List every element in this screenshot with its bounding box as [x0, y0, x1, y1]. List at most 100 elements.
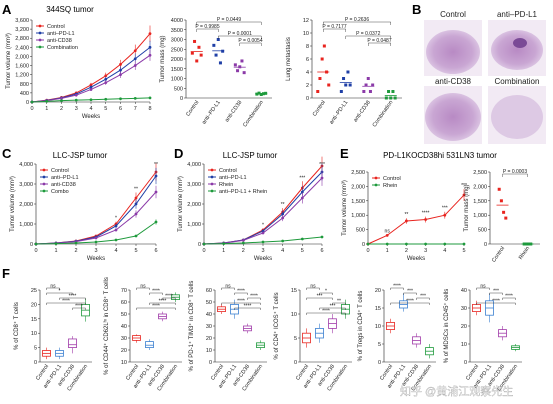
x-tick-label: 7: [134, 106, 137, 112]
significance-bracket: [234, 307, 261, 310]
data-point: [499, 199, 503, 203]
y-tick-label: 2,000: [15, 54, 29, 60]
panel-c-title: LLC-JSP tumor: [53, 151, 108, 160]
data-point: [320, 57, 324, 61]
data-point: [242, 71, 246, 75]
significance-bracket: [319, 292, 333, 295]
x-category-label: anti–PD-L1: [201, 100, 222, 126]
y-tick-label: 500: [356, 228, 365, 234]
significance-bracket: [59, 297, 86, 300]
significance-bracket: [332, 302, 346, 305]
y-tick-label: 2,000: [473, 184, 487, 190]
data-point: [384, 96, 388, 100]
data-point: [236, 69, 240, 73]
significance-bracket: [502, 173, 528, 177]
y-tick-label: 20: [206, 336, 212, 342]
box: [68, 338, 77, 348]
significance-bracket: [196, 28, 219, 32]
data-point: [241, 239, 245, 242]
panel-letter-d: D: [174, 146, 183, 161]
x-tick-label: 1: [54, 248, 57, 254]
y-axis-label: Tumor mass (mg): [464, 184, 470, 231]
data-point: [443, 242, 447, 246]
data-point: [462, 193, 466, 197]
data-point: [320, 176, 324, 180]
data-point: [214, 53, 218, 57]
data-point: [389, 96, 393, 100]
y-axis-label: Tumor volume (mm³): [342, 180, 348, 236]
legend-marker: [42, 168, 46, 172]
data-point: [261, 231, 265, 235]
data-point: [327, 83, 331, 87]
significance-label: **: [337, 299, 341, 305]
legend-marker: [210, 168, 214, 172]
data-point: [316, 90, 320, 93]
y-tick-label: 10: [121, 360, 127, 366]
x-tick-label: 1: [386, 248, 389, 254]
significance-label: P = 0.0003: [503, 169, 527, 175]
y-tick-label: 10: [291, 312, 297, 318]
legend-marker: [42, 175, 46, 179]
significance-bracket: [72, 307, 86, 310]
significance-label: **: [404, 212, 408, 218]
data-point: [89, 88, 93, 91]
significance-bracket: [390, 287, 404, 290]
x-tick-label: 0: [366, 248, 369, 254]
y-tick-label: 1,000: [19, 222, 33, 228]
y-tick-label: 1,000: [473, 213, 487, 219]
y-tick-label: 1,200: [15, 73, 29, 79]
y-tick-label: 8: [306, 44, 309, 50]
data-point: [134, 234, 138, 238]
series-line: [31, 54, 151, 103]
significance-label: ****: [393, 284, 401, 290]
significance-label: P = 0.9985: [195, 24, 219, 30]
y-tick-label: 0: [30, 242, 33, 248]
x-tick-label: 3: [424, 248, 427, 254]
data-point: [94, 236, 98, 240]
data-point: [322, 44, 326, 48]
y-axis-label: Tumor volume (mm³): [10, 176, 16, 232]
x-tick-label: 6: [119, 106, 122, 112]
data-point: [385, 233, 389, 237]
y-tick-label: 30: [206, 324, 212, 330]
significance-label: ****: [422, 211, 430, 217]
significance-label: ***: [493, 289, 499, 295]
y-tick-label: 15: [31, 317, 37, 323]
data-point: [300, 237, 304, 241]
y-tick-label: 3,000: [19, 182, 33, 188]
data-point: [94, 240, 98, 244]
panel-d-title: LLC-JSP tumor: [223, 151, 278, 160]
significance-bracket: [323, 28, 346, 32]
y-tick-label: 800: [20, 82, 29, 88]
data-point: [261, 240, 265, 244]
significance-bracket: [476, 302, 516, 305]
significance-label: ****: [492, 299, 500, 305]
x-tick-label: 2: [74, 248, 77, 254]
significance-label: ****: [250, 294, 258, 300]
data-point: [393, 96, 397, 100]
x-tick-label: 4: [443, 248, 446, 254]
significance-bracket: [323, 21, 391, 25]
significance-label: P = 0.2636: [345, 17, 369, 23]
significance-label: ns: [480, 284, 486, 290]
significance-label: **: [134, 186, 138, 192]
significance-bracket: [196, 21, 262, 25]
significance-bracket: [416, 297, 430, 300]
y-tick-label: 4,000: [19, 162, 33, 168]
data-point: [281, 239, 285, 243]
significance-bracket: [306, 287, 320, 290]
histology-label: anti-CD38: [435, 77, 472, 86]
histology-label: Combination: [495, 77, 540, 86]
y-axis-label: % of PD-1⁺ TIM3⁺ in CD8⁺ T cells: [188, 281, 195, 372]
x-category-label: anti–PD-L1: [329, 100, 350, 126]
data-point: [104, 81, 108, 85]
y-tick-label: 60: [206, 288, 212, 294]
panel-letter-f: F: [2, 266, 10, 281]
data-point: [119, 63, 122, 66]
significance-label: ***: [299, 175, 305, 181]
panel-f-pd1-chart: 0 10 20 30 40 50 60 % of PD-1⁺ TIM3⁺ in CD8⁺ T …: [188, 281, 267, 392]
data-point: [133, 64, 137, 67]
y-tick-label: 0: [294, 360, 297, 366]
legend-label: anti–PD-L1 + Rhein: [219, 189, 267, 195]
